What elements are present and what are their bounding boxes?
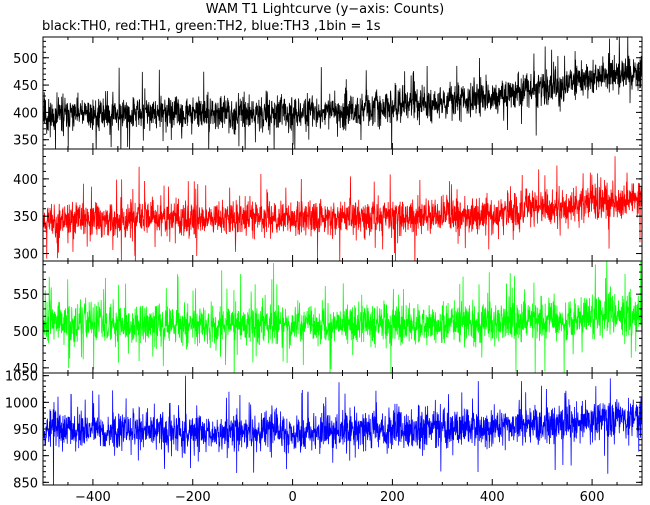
- x-axis: −400 −200 0 200 400 600: [75, 490, 604, 505]
- panel-th0: 350 400 450 500: [13, 36, 643, 150]
- chart-subtitle: black:TH0, red:TH1, green:TH2, blue:TH3 …: [42, 19, 381, 34]
- series-line-th3: [43, 375, 642, 485]
- panels-group: 350 400 450 500 300 350 400 450 500 550 850 900 950 1…: [5, 36, 643, 491]
- panel-th1: 300 350 400: [13, 148, 643, 263]
- y-tick-label: 350: [13, 134, 38, 149]
- x-tick-label: 400: [480, 490, 505, 505]
- y-tick-label: 400: [13, 106, 38, 121]
- x-tick-label: 0: [288, 490, 296, 505]
- y-tick-label: 500: [13, 325, 38, 340]
- panel-th3: 850 900 950 1000 1050: [5, 370, 643, 491]
- x-tick-label: 600: [580, 490, 605, 505]
- y-tick-label: 350: [13, 210, 38, 225]
- chart-title: WAM T1 Lightcurve (y−axis: Counts): [206, 2, 444, 17]
- y-tick-label: 1000: [5, 396, 38, 411]
- y-tick-label: 500: [13, 52, 38, 67]
- panel-th2: 450 500 550: [13, 260, 643, 377]
- series-line-th2: [43, 261, 642, 373]
- series-line-th1: [43, 156, 642, 261]
- x-tick-label: −200: [175, 490, 211, 505]
- series-line-th0: [43, 37, 642, 149]
- y-tick-label: 850: [13, 476, 38, 491]
- x-tick-label: −400: [75, 490, 111, 505]
- y-tick-label: 550: [13, 288, 38, 303]
- y-tick-label: 300: [13, 248, 38, 263]
- y-tick-label: 900: [13, 450, 38, 465]
- x-tick-label: 200: [380, 490, 405, 505]
- y-tick-label: 450: [13, 79, 38, 94]
- y-tick-label: 400: [13, 173, 38, 188]
- y-tick-label: 950: [13, 423, 38, 438]
- y-tick-label: 450: [13, 362, 38, 377]
- y-tick-label: 1050: [5, 370, 38, 385]
